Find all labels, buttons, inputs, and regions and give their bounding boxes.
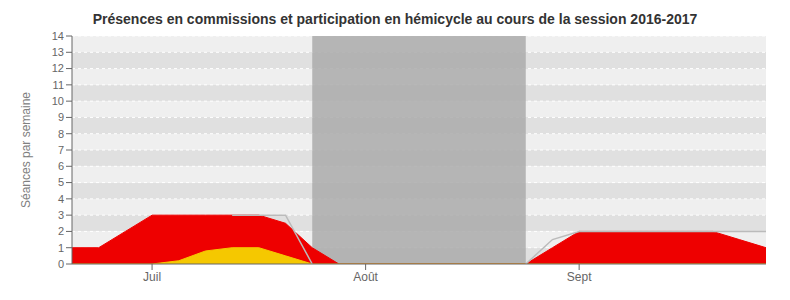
svg-text:13: 13 [52,46,64,58]
svg-text:12: 12 [52,62,64,74]
html-text:Présences en commissions et pa: Présences en commissions et participatio… [92,11,698,27]
svg-text:Août: Août [353,270,378,284]
svg-text:Sept: Sept [567,270,592,284]
svg-text:5: 5 [58,176,64,188]
svg-text:Juil: Juil [143,270,161,284]
svg-text:14: 14 [52,30,64,42]
svg-text:11: 11 [53,79,64,91]
svg-text:6: 6 [58,160,64,172]
svg-text:8: 8 [58,128,64,140]
svg-text:1: 1 [58,242,64,254]
svg-text:4: 4 [58,193,64,205]
svg-text:9: 9 [58,111,64,123]
svg-text:Séances par semaine: Séances par semaine [19,92,33,208]
svg-text:3: 3 [58,209,64,221]
svg-text:7: 7 [58,144,64,156]
svg-text:10: 10 [52,95,64,107]
svg-text:0: 0 [58,258,64,270]
svg-text:2: 2 [58,225,64,237]
